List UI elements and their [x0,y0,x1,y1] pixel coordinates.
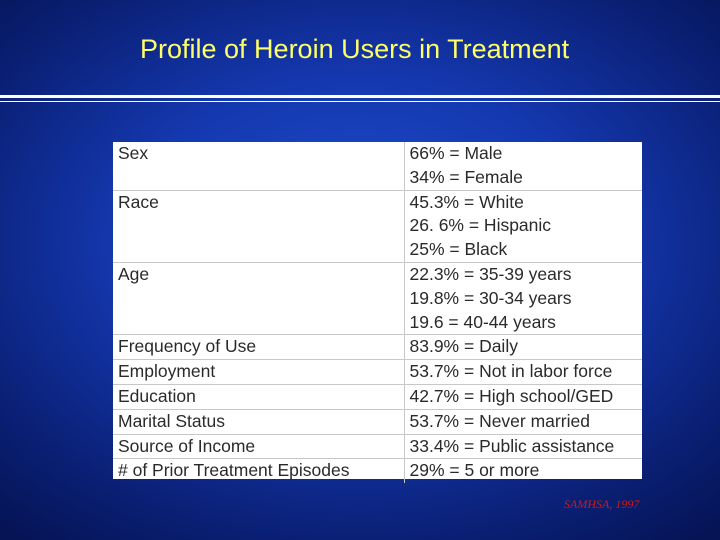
table-row-education: Education 42.7% = High school/GED [113,384,642,410]
row-label: Source of Income [113,434,405,460]
row-value: 66% = Male [409,143,503,163]
table-row-age: Age 22.3% = 35-39 years 19.8% = 30-34 ye… [113,262,642,336]
row-value: 22.3% = 35-39 years [409,263,572,284]
row-label: Employment [113,359,405,385]
profile-table: Sex 66% = Male 34% = Female Race 45.3% =… [113,142,642,484]
row-label: Marital Status [113,409,405,435]
row-value: 83.9% = Daily [404,334,642,361]
row-value: 42.7% = High school/GED [404,384,642,410]
row-values: 66% = Male 34% = Female [404,142,642,191]
row-label: Age [113,262,405,336]
row-value: 19.8% = 30-34 years [409,287,572,308]
row-value: 26. 6% = Hispanic [409,215,552,236]
table-row-race: Race 45.3% = White 26. 6% = Hispanic 25%… [113,190,642,263]
title-rule-thin [0,101,720,102]
row-label: Frequency of Use [113,334,405,361]
title-rule-thick [0,95,720,98]
row-values: 22.3% = 35-39 years 19.8% = 30-34 years … [404,262,642,336]
row-label: # of Prior Treatment Episodes [113,458,405,484]
source-citation: SAMHSA, 1997 [564,497,640,511]
slide-title: Profile of Heroin Users in Treatment [140,34,570,64]
table-row-income-source: Source of Income 33.4% = Public assistan… [113,434,642,460]
row-value: 33.4% = Public assistance [404,434,642,460]
profile-table-container: Sex 66% = Male 34% = Female Race 45.3% =… [113,142,642,484]
row-label: Race [113,190,405,263]
row-values: 45.3% = White 26. 6% = Hispanic 25% = Bl… [404,190,642,263]
row-value: 53.7% = Never married [404,409,642,435]
row-value: 45.3% = White [409,191,524,212]
row-value: 29% = 5 or more [409,460,540,481]
table-row-marital-status: Marital Status 53.7% = Never married [113,409,642,435]
row-value: 34% = Female [409,166,523,187]
table-row-employment: Employment 53.7% = Not in labor force [113,359,642,385]
table-row-prior-treatment: # of Prior Treatment Episodes 29% = 5 or… [113,458,642,484]
row-value: 25% = Black [409,239,508,260]
table-row-sex: Sex 66% = Male 34% = Female [113,142,642,191]
row-label: Sex [113,142,405,191]
row-value: 53.7% = Not in labor force [404,359,642,385]
table-row-frequency: Frequency of Use 83.9% = Daily [113,334,642,361]
row-label: Education [113,384,405,410]
row-value: 19.6 = 40-44 years [409,311,556,332]
